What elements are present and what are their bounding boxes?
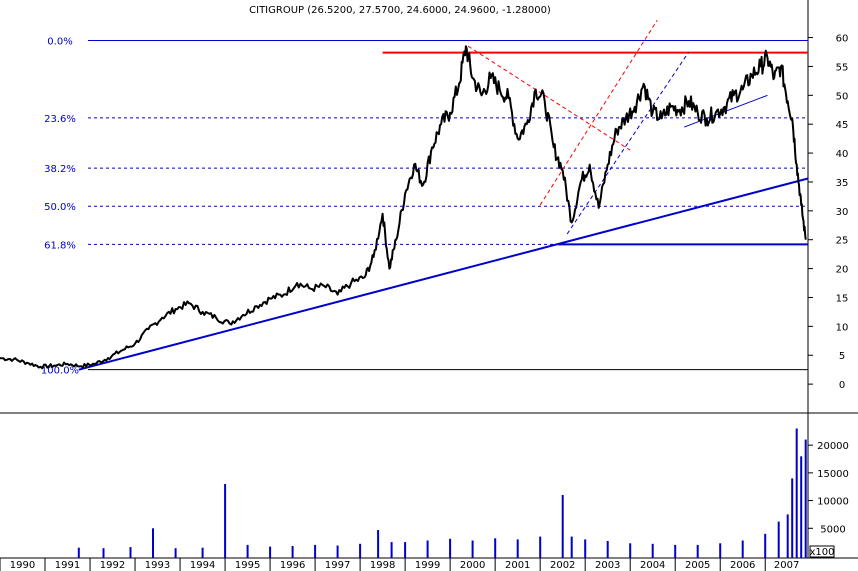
volume-unit-label: x100	[809, 547, 834, 558]
volume-bar	[102, 548, 105, 558]
year-tick-label: 1994	[190, 560, 215, 571]
price-tick-label: 25	[836, 236, 849, 247]
volume-bar	[426, 540, 429, 558]
volume-bar	[629, 543, 632, 558]
volume-bar	[606, 541, 609, 558]
year-tick-label: 1996	[280, 560, 305, 571]
trend-lines	[78, 19, 809, 371]
volume-bar	[719, 543, 722, 558]
fib-level-label: 23.6%	[44, 114, 76, 125]
fib-level-label: 38.2%	[44, 164, 76, 175]
year-tick-label: 2007	[774, 560, 799, 571]
price-tick-label: 50	[836, 91, 849, 102]
volume-bar	[269, 546, 272, 558]
price-tick-label: 45	[836, 120, 849, 131]
volume-bar	[791, 478, 794, 558]
channel-dashed-line	[539, 19, 658, 206]
volume-bar	[77, 547, 80, 558]
volume-tick-label: 10000	[817, 497, 849, 508]
volume-bar	[359, 543, 362, 558]
volume-tick-label: 5000	[820, 524, 845, 535]
volume-bar	[314, 544, 317, 558]
year-tick-label: 2001	[505, 560, 530, 571]
volume-bar	[129, 547, 132, 558]
year-tick-label: 1999	[415, 560, 440, 571]
price-tick-label: 0	[839, 380, 845, 391]
volume-bar	[174, 548, 177, 558]
volume-tick-label: 20000	[817, 441, 849, 452]
volume-bar	[494, 538, 497, 558]
fib-level-label: 61.8%	[44, 240, 76, 251]
year-tick-label: 1995	[235, 560, 260, 571]
price-tick-label: 40	[836, 149, 849, 160]
volume-bar	[201, 547, 204, 558]
year-tick-label: 1998	[370, 560, 395, 571]
year-tick-label: 1993	[145, 560, 170, 571]
price-axis: 0 5 10 15 20 25 30 35 40 45 50 55 60	[0, 0, 858, 559]
volume-unit-box	[809, 545, 835, 558]
volume-tick-label: 15000	[817, 469, 849, 480]
volume-bar	[804, 439, 807, 558]
year-tick-label: 2002	[550, 560, 575, 571]
volume-bar	[404, 542, 407, 558]
volume-bar	[786, 514, 789, 558]
fib-level-label: 100.0%	[41, 366, 79, 377]
volume-bar	[516, 539, 519, 558]
year-tick-label: 2005	[685, 560, 710, 571]
price-tick-label: 35	[836, 178, 849, 189]
price-tick-label: 60	[836, 34, 849, 45]
x-axis: 1990 1991 1992 1993 1994 1995 1996 1997 1998 1999…	[0, 558, 799, 571]
volume-bar	[777, 521, 780, 558]
volume-bar	[539, 536, 542, 558]
year-tick-label: 1990	[10, 560, 35, 571]
volume-bar	[449, 538, 452, 558]
fib-level-label: 50.0%	[44, 202, 76, 213]
volume-bar	[584, 539, 587, 558]
year-tick-label: 2004	[640, 560, 665, 571]
year-tick-label: 1997	[325, 560, 350, 571]
year-tick-label: 1991	[55, 560, 80, 571]
channel-dashed-line	[566, 51, 690, 235]
volume-bar	[764, 533, 767, 558]
price-tick-label: 15	[836, 293, 849, 304]
year-tick-label: 1992	[100, 560, 125, 571]
volume-bar	[561, 495, 564, 558]
volume-bar	[651, 543, 654, 558]
volume-bar	[795, 428, 798, 558]
volume-bar	[696, 544, 699, 558]
volume-bar	[471, 540, 474, 558]
volume-bar	[291, 546, 294, 558]
year-tick-label: 2000	[460, 560, 485, 571]
volume-bar	[570, 536, 573, 558]
volume-bar	[336, 545, 339, 558]
price-tick-label: 20	[836, 265, 849, 276]
chart-title: CITIGROUP (26.5200, 27.5700, 24.6000, 24…	[249, 5, 551, 16]
volume-bar	[390, 542, 393, 558]
year-tick-label: 2006	[730, 560, 755, 571]
volume-bar	[674, 544, 677, 558]
year-tick-label: 2003	[595, 560, 620, 571]
price-tick-label: 10	[836, 322, 849, 333]
support-trend-line	[78, 177, 809, 371]
volume-bar	[800, 456, 803, 559]
price-tick-label: 55	[836, 62, 849, 73]
volume-bars	[77, 428, 807, 559]
volume-bar	[741, 540, 744, 558]
fib-level-label: 0.0%	[47, 36, 72, 47]
volume-bar	[152, 528, 154, 558]
price-tick-label: 30	[836, 207, 849, 218]
volume-axis: 5000 10000 15000 20000 x100	[808, 441, 849, 558]
volume-bar	[246, 544, 249, 558]
volume-bar	[377, 530, 380, 558]
price-tick-label: 5	[839, 351, 845, 362]
volume-bar	[224, 484, 227, 558]
price-series-line	[0, 45, 807, 370]
